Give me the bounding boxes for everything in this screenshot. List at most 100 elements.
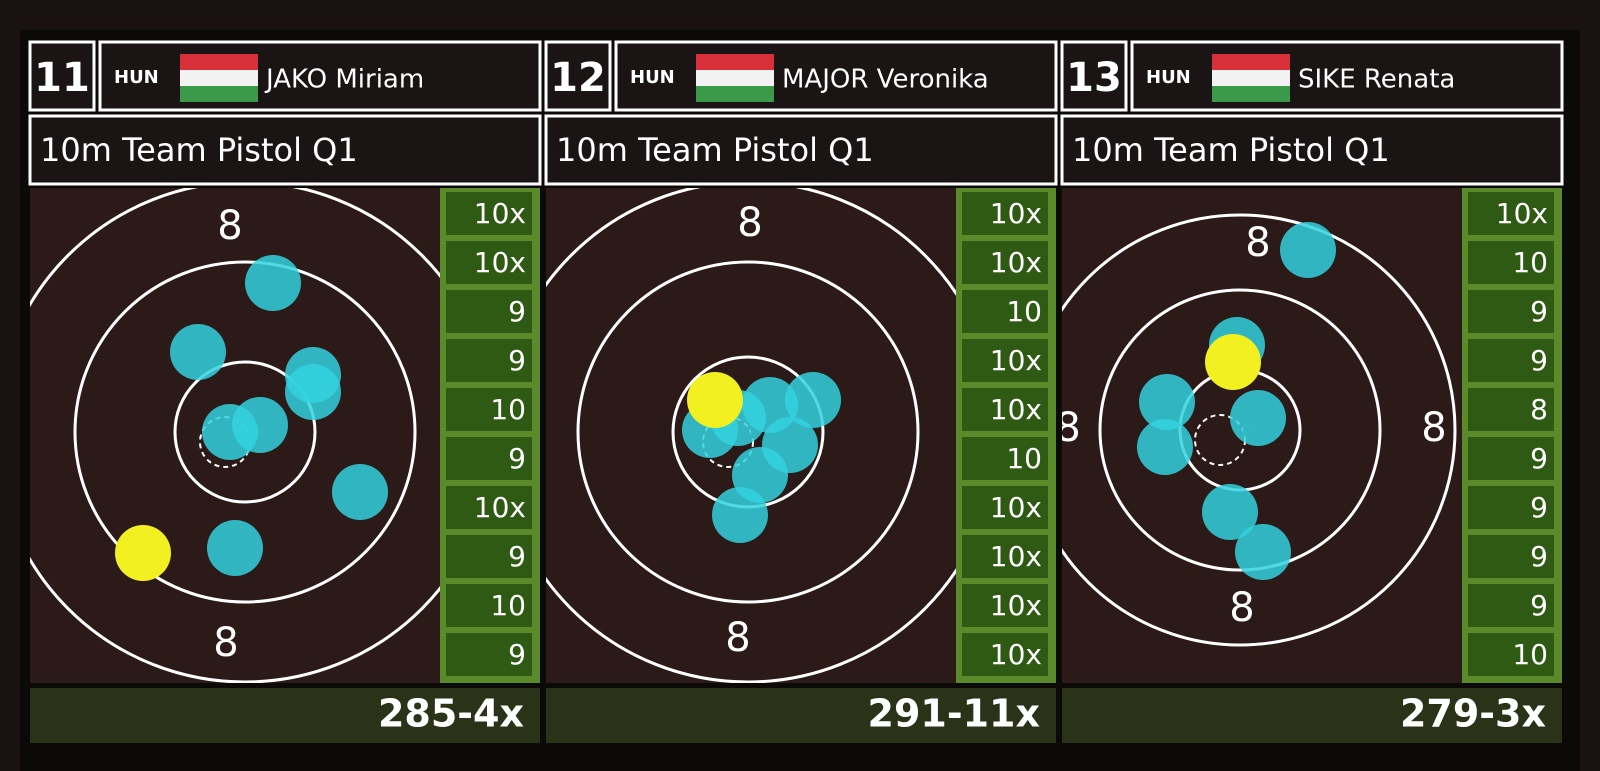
- total-bar: [1062, 688, 1562, 743]
- score-cell: [1468, 192, 1554, 235]
- shot-score: 9: [508, 638, 526, 671]
- shot-score: 9: [508, 540, 526, 573]
- score-cell: [1468, 388, 1554, 431]
- score-cell: [962, 584, 1048, 627]
- lane-number: 12: [550, 55, 606, 101]
- shot: [785, 372, 841, 428]
- flag-red: [180, 54, 258, 70]
- shot-score: 9: [1530, 442, 1548, 475]
- shot-score: 10: [490, 393, 526, 426]
- nation: HUN: [630, 67, 675, 88]
- score-cell: [1468, 633, 1554, 676]
- ring: [1062, 213, 1457, 647]
- total-score: 279-3x: [1400, 692, 1546, 736]
- flag-red: [696, 54, 774, 70]
- score-cell: [962, 633, 1048, 676]
- shot-score: 10x: [990, 589, 1042, 622]
- last-shot: [687, 372, 743, 428]
- shot: [1230, 390, 1286, 446]
- total-bar: [546, 688, 1056, 743]
- score-cell: [962, 192, 1048, 235]
- shot-score: 10x: [990, 393, 1042, 426]
- event-name: 10m Team Pistol Q1: [40, 131, 358, 169]
- score-cell: [962, 388, 1048, 431]
- score-cell: [962, 535, 1048, 578]
- athlete-name: JAKO Miriam: [264, 65, 424, 95]
- score-cell: [446, 388, 532, 431]
- shot: [232, 397, 288, 453]
- shot-score: 9: [508, 344, 526, 377]
- ring: [1098, 288, 1382, 572]
- score-cell: [962, 486, 1048, 529]
- score-cell: [962, 437, 1048, 480]
- shot: [245, 255, 301, 311]
- ring-label: 8: [737, 200, 762, 246]
- shot-score: 10x: [474, 491, 526, 524]
- ring-label: 8: [213, 620, 238, 666]
- flag-white: [1212, 70, 1290, 86]
- flag-green: [696, 86, 774, 102]
- shot-score: 10x: [990, 344, 1042, 377]
- score-cell: [1468, 241, 1554, 284]
- ring-label: 8: [1245, 220, 1270, 266]
- score-cell: [446, 437, 532, 480]
- score-cell: [446, 339, 532, 382]
- ring: [30, 188, 440, 683]
- score-cell: [1468, 339, 1554, 382]
- shot: [1202, 484, 1258, 540]
- score-cell: [446, 584, 532, 627]
- shot-score: 10: [1512, 638, 1548, 671]
- score-cell: [446, 486, 532, 529]
- lane-box: [1060, 40, 1128, 112]
- event-name: 10m Team Pistol Q1: [556, 131, 874, 169]
- ring-label: 8: [1055, 405, 1080, 451]
- ring: [73, 260, 417, 604]
- nation: HUN: [114, 67, 159, 88]
- shot: [1139, 374, 1195, 430]
- score-cell: [962, 339, 1048, 382]
- shot-score: 8: [1530, 393, 1548, 426]
- shot-score: 10x: [990, 197, 1042, 230]
- total-bar: [30, 688, 540, 743]
- shot-score: 10x: [990, 540, 1042, 573]
- score-cell: [1468, 535, 1554, 578]
- score-cell: [446, 241, 532, 284]
- nation: HUN: [1146, 67, 1191, 88]
- shot-score: 9: [508, 295, 526, 328]
- target: 8 8 8 8: [1055, 188, 1462, 683]
- shot-score: 9: [1530, 540, 1548, 573]
- ring-label: 8: [1229, 585, 1254, 631]
- shot-score: 10x: [474, 197, 526, 230]
- shot-score: 10x: [990, 246, 1042, 279]
- athlete-name: MAJOR Veronika: [782, 65, 989, 95]
- ring-label: 8: [217, 203, 242, 249]
- last-shot: [115, 525, 171, 581]
- event-box: [28, 114, 542, 186]
- score-cell: [1468, 584, 1554, 627]
- score-cell: [446, 192, 532, 235]
- event-box: [544, 114, 1058, 186]
- score-cell: [1468, 290, 1554, 333]
- score-cell: [1468, 437, 1554, 480]
- ring: [546, 188, 956, 683]
- shot-score: 10: [1512, 246, 1548, 279]
- shot-score: 9: [1530, 589, 1548, 622]
- ring-label: 8: [1421, 405, 1446, 451]
- flag-green: [1212, 86, 1290, 102]
- shot-score: 10x: [474, 246, 526, 279]
- lane-number: 11: [34, 55, 90, 101]
- score-cell: [962, 290, 1048, 333]
- score-cell: [446, 290, 532, 333]
- flag-red: [1212, 54, 1290, 70]
- shot-score: 9: [1530, 344, 1548, 377]
- target: 88: [546, 188, 956, 683]
- shot: [285, 364, 341, 420]
- lane-box: [544, 40, 612, 112]
- ring: [576, 260, 920, 604]
- ring-label: 8: [725, 615, 750, 661]
- shot-score: 10: [1006, 295, 1042, 328]
- score-cell: [446, 535, 532, 578]
- athlete-box: [1130, 40, 1564, 112]
